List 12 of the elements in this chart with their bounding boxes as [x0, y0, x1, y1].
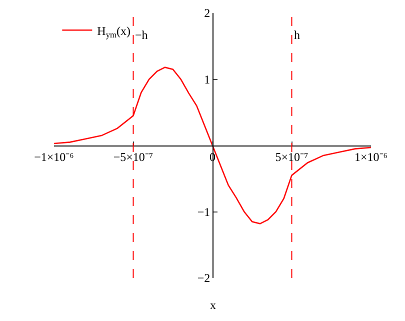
y-tick-label: 2 [204, 6, 210, 20]
ref-line-label: h [294, 28, 300, 42]
x-tick-label: 1×10⁻⁶ [354, 150, 388, 164]
x-axis-title: x [210, 298, 216, 312]
legend-label: H$_{ym}$(x) [97, 24, 131, 40]
x-tick-label: −1×10⁻⁶ [34, 150, 74, 164]
x-tick-label: 5×10⁻⁷ [275, 150, 308, 164]
y-tick-label: 1 [204, 72, 210, 86]
y-tick-label: −2 [197, 271, 210, 286]
y-tick-label: −1 [197, 204, 210, 219]
x-tick-label: −5×10⁻⁷ [113, 150, 154, 164]
ref-line-label: −h [135, 28, 148, 42]
